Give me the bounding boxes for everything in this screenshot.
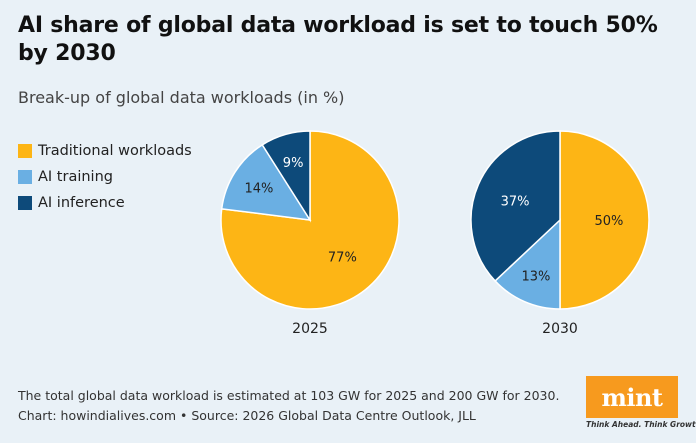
- legend-item-training: AI training: [18, 164, 192, 190]
- footnote-source: Chart: howindialives.com • Source: 2026 …: [18, 408, 476, 423]
- pie-slice-2025-inference: [261, 130, 311, 223]
- pie-slice-2025-training: [220, 143, 312, 221]
- legend-label-inference: AI inference: [38, 195, 125, 211]
- footnote-total: The total global data workload is estima…: [18, 388, 560, 403]
- data-label-2025-traditional: 77%: [328, 251, 357, 266]
- pie-slice-2030-training: [494, 218, 561, 310]
- mint-logo-box: mint: [586, 376, 678, 418]
- legend-item-traditional: Traditional workloads: [18, 138, 192, 164]
- legend: Traditional workloads AI training AI inf…: [18, 138, 192, 216]
- legend-swatch-traditional: [18, 144, 32, 158]
- legend-swatch-inference: [18, 196, 32, 210]
- data-label-2030-traditional: 50%: [594, 214, 623, 229]
- pie-year-label-2030: 2030: [542, 321, 578, 337]
- data-label-2030-training: 13%: [522, 270, 551, 285]
- mint-logo-text: mint: [601, 382, 663, 412]
- legend-swatch-training: [18, 170, 32, 184]
- pie-year-label-2025: 2025: [292, 321, 328, 337]
- data-label-2030-inference: 37%: [501, 195, 530, 210]
- chart-subtitle: Break-up of global data workloads (in %): [18, 88, 345, 107]
- legend-item-inference: AI inference: [18, 190, 192, 216]
- mint-tagline: Think Ahead. Think Growth.: [586, 420, 696, 429]
- footnote: The total global data workload is estima…: [18, 386, 559, 426]
- data-label-2025-inference: 9%: [283, 156, 304, 171]
- data-label-2025-training: 14%: [244, 182, 273, 197]
- mint-logo: mint Think Ahead. Think Growth.: [586, 376, 696, 430]
- legend-label-training: AI training: [38, 169, 113, 185]
- chart-title: AI share of global data workload is set …: [18, 13, 658, 66]
- legend-label-traditional: Traditional workloads: [38, 143, 192, 159]
- pie-slice-2030-traditional: [559, 130, 650, 310]
- pie-slice-2030-inference: [470, 130, 561, 282]
